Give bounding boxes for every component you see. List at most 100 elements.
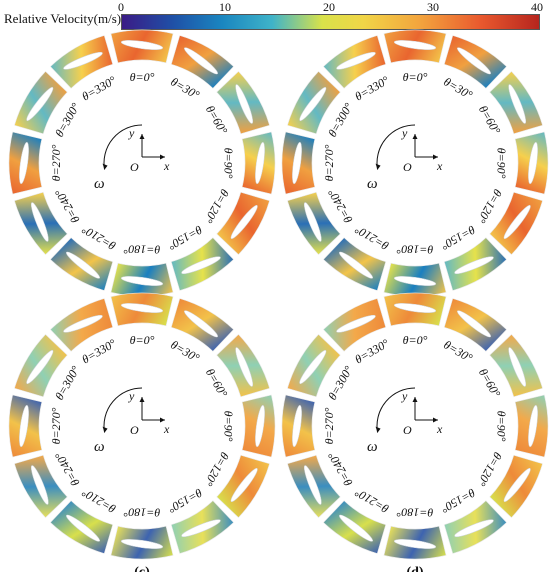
angle-label: θ=90° bbox=[494, 148, 508, 179]
airfoil-shape bbox=[184, 47, 218, 75]
angle-label: θ=30° bbox=[441, 75, 475, 103]
airfoil-shape bbox=[292, 404, 302, 448]
angle-label: θ=300° bbox=[52, 363, 83, 402]
colorbar-gradient bbox=[121, 14, 540, 30]
airfoil-shape bbox=[508, 347, 526, 387]
angle-label: θ=30° bbox=[168, 75, 202, 103]
y-axis-label: y bbox=[128, 389, 135, 403]
angle-label: θ=30° bbox=[168, 338, 202, 366]
x-arrowhead bbox=[160, 417, 165, 423]
airfoil-shape bbox=[457, 47, 491, 75]
angle-label: θ=330° bbox=[79, 73, 118, 104]
angle-label: θ=150° bbox=[166, 485, 205, 516]
colorbar-title: Relative Velocity(m/s) bbox=[4, 11, 122, 26]
rotation-arc bbox=[103, 124, 143, 170]
airfoil-shape bbox=[393, 40, 437, 50]
angle-label: θ=30° bbox=[441, 338, 475, 366]
y-axis-label: y bbox=[401, 126, 408, 140]
airfoil-shape bbox=[230, 205, 258, 239]
angle-label: θ=240° bbox=[325, 187, 356, 226]
x-arrowhead bbox=[160, 154, 165, 160]
angle-label: θ=90° bbox=[494, 411, 508, 442]
angle-label: θ=0° bbox=[130, 70, 155, 84]
panel-c: θ=0° θ=330°θ=300° θ=270° θ=240°θ=210° θ=180°… bbox=[8, 292, 276, 572]
angle-label: θ=270° bbox=[49, 144, 63, 181]
airfoil-shape bbox=[181, 256, 221, 274]
y-axis-label: y bbox=[128, 126, 135, 140]
rotation-arrowhead bbox=[102, 163, 108, 170]
y-arrowhead bbox=[139, 397, 145, 402]
angle-label: θ=120° bbox=[201, 187, 232, 226]
angle-label: θ=60° bbox=[203, 366, 231, 400]
airfoil-shape bbox=[508, 84, 526, 124]
origin-label: O bbox=[403, 160, 412, 174]
airfoil-shape bbox=[304, 202, 322, 242]
angle-label: θ=210° bbox=[352, 222, 391, 253]
angle-label: θ=90° bbox=[221, 148, 235, 179]
airfoil-shape bbox=[184, 310, 218, 338]
rotation-arrowhead bbox=[375, 426, 381, 433]
x-axis-label: x bbox=[163, 422, 170, 436]
airfoil-shape bbox=[120, 40, 164, 50]
airfoil-shape bbox=[120, 539, 164, 549]
airfoil-shape bbox=[26, 350, 54, 384]
x-arrowhead bbox=[433, 154, 438, 160]
origin-label: O bbox=[403, 423, 412, 437]
airfoil-shape bbox=[19, 404, 29, 448]
airfoil-shape bbox=[299, 350, 327, 384]
rotation-arc bbox=[376, 387, 416, 433]
airfoil-shape bbox=[181, 519, 221, 537]
angle-label: θ=180° bbox=[396, 505, 433, 519]
angle-label: θ=240° bbox=[52, 450, 83, 489]
colorbar-tick-0: 0 bbox=[118, 0, 124, 14]
airfoil-shape bbox=[120, 303, 164, 313]
airfoil-shape bbox=[120, 276, 164, 286]
airfoil-shape bbox=[26, 87, 54, 121]
rotation-arc bbox=[103, 387, 143, 433]
rotation-arrowhead bbox=[102, 426, 108, 433]
angle-label: θ=240° bbox=[52, 187, 83, 226]
airfoil-shape bbox=[528, 404, 538, 448]
angle-label: θ=270° bbox=[322, 144, 336, 181]
airfoil-shape bbox=[299, 87, 327, 121]
airfoil-shape bbox=[31, 465, 49, 505]
angle-label: θ=180° bbox=[123, 505, 160, 519]
rotation-arc bbox=[376, 124, 416, 170]
y-arrowhead bbox=[139, 134, 145, 139]
airfoil-shape bbox=[454, 256, 494, 274]
airfoil-shape bbox=[235, 347, 253, 387]
angle-label: θ=210° bbox=[79, 485, 118, 516]
airfoil-shape bbox=[336, 52, 376, 70]
panel-a: θ=0° θ=330°θ=300° θ=270° θ=240°θ=210° θ=180°… bbox=[8, 29, 276, 317]
angle-label: θ=300° bbox=[325, 100, 356, 139]
airfoil-shape bbox=[235, 84, 253, 124]
angle-label: θ=150° bbox=[166, 222, 205, 253]
airfoil-shape bbox=[66, 251, 100, 279]
airfoil-shape bbox=[503, 205, 531, 239]
omega-label: ω bbox=[94, 439, 105, 455]
colorbar-tick-30: 30 bbox=[427, 0, 439, 14]
panel-b: θ=0° θ=330°θ=300° θ=270° θ=240°θ=210° θ=180°… bbox=[281, 29, 549, 317]
airfoil-shape bbox=[63, 52, 103, 70]
angle-label: θ=180° bbox=[396, 242, 433, 256]
y-arrowhead bbox=[412, 397, 418, 402]
y-arrowhead bbox=[412, 134, 418, 139]
airfoil-shape bbox=[393, 276, 437, 286]
angle-label: θ=330° bbox=[352, 73, 391, 104]
airfoil-shape bbox=[63, 315, 103, 333]
airfoil-shape bbox=[19, 141, 29, 185]
panel-d: θ=0° θ=330°θ=300° θ=270° θ=240°θ=210° θ=180°… bbox=[281, 292, 549, 572]
angle-label: θ=60° bbox=[203, 103, 231, 137]
angle-label: θ=330° bbox=[79, 336, 118, 367]
panel-label: (d) bbox=[406, 565, 423, 572]
airfoil-shape bbox=[304, 465, 322, 505]
airfoil-shape bbox=[393, 303, 437, 313]
omega-label: ω bbox=[94, 176, 105, 192]
angle-label: θ=120° bbox=[474, 450, 505, 489]
x-axis-label: x bbox=[436, 159, 443, 173]
angle-label: θ=180° bbox=[123, 242, 160, 256]
origin-label: O bbox=[130, 160, 139, 174]
airfoil-shape bbox=[503, 468, 531, 502]
angle-label: θ=0° bbox=[130, 333, 155, 347]
